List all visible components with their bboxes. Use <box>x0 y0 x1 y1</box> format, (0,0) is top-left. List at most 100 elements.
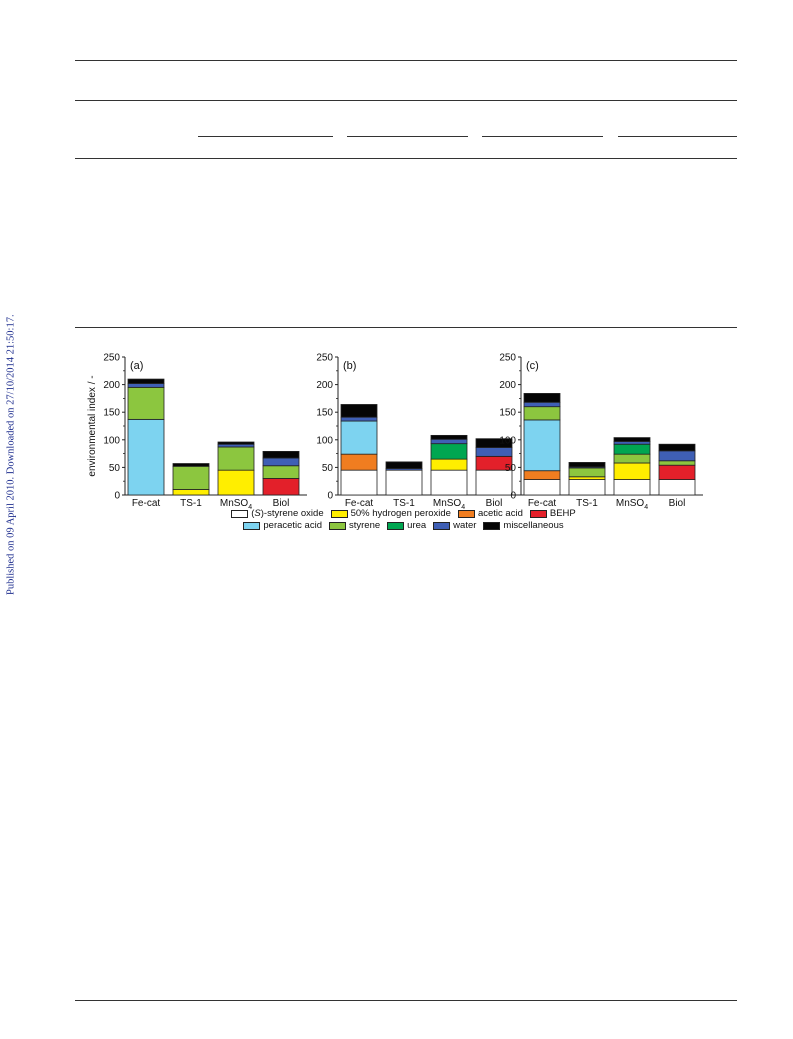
legend-item-behp: BEHP <box>529 508 576 519</box>
bar-segment-water <box>430 438 468 445</box>
legend-swatch <box>330 509 348 518</box>
x-tick-label: Fe-cat <box>528 498 557 509</box>
bar-segment-water <box>658 450 696 462</box>
y-tick-label: 100 <box>316 435 333 446</box>
bar-segment-styrene <box>217 446 255 471</box>
y-tick-label: 50 <box>109 463 121 474</box>
bar-segment-water <box>127 383 165 388</box>
legend-item-acetic_acid: acetic acid <box>457 508 523 519</box>
legend-swatch <box>457 509 475 518</box>
legend-label: (S)-styrene oxide <box>251 508 324 519</box>
bar-segment-misc <box>568 462 606 468</box>
y-tick-label: 150 <box>316 408 333 419</box>
legend-swatch <box>387 521 405 530</box>
bar-segment-styrene_oxide <box>658 479 696 496</box>
table-top-rule <box>75 60 737 61</box>
bar-segment-water <box>523 401 561 408</box>
page-footer-rule <box>75 1000 737 1001</box>
legend-swatch <box>243 521 261 530</box>
bar-segment-h2o2 <box>430 458 468 471</box>
bar-segment-styrene <box>172 465 210 490</box>
panel-label: (a) <box>130 360 143 372</box>
bar-segment-h2o2 <box>613 462 651 480</box>
bar-segment-misc <box>262 450 300 459</box>
legend-swatch <box>483 521 501 530</box>
x-tick-label: MnSO4 <box>433 498 465 510</box>
legend-label: acetic acid <box>477 508 523 519</box>
legend-item-peracetic_acid: peracetic acid <box>243 520 322 531</box>
bar-segment-styrene_oxide <box>430 469 468 496</box>
panel-label: (b) <box>343 360 356 372</box>
x-tick-label: MnSO4 <box>220 498 252 510</box>
y-tick-label: 0 <box>327 491 333 502</box>
legend-row: peracetic acid styrene urea water miscellane… <box>225 520 585 531</box>
bar-segment-styrene <box>127 386 165 420</box>
y-tick-label: 0 <box>510 491 516 502</box>
bar-segment-water <box>475 447 513 457</box>
bar-segment-misc <box>127 378 165 384</box>
bar-segment-misc <box>385 461 423 469</box>
bar-segment-urea <box>430 443 468 460</box>
y-tick-label: 200 <box>316 380 333 391</box>
legend-item-urea: urea <box>387 520 426 531</box>
table-subheader-rule-3 <box>482 136 603 137</box>
y-tick-label: 100 <box>103 435 120 446</box>
x-tick-label: Fe-cat <box>132 498 161 509</box>
bar-segment-styrene <box>523 406 561 421</box>
y-tick-label: 50 <box>322 463 334 474</box>
bar-segment-water <box>613 441 651 445</box>
bar-segment-h2o2 <box>217 469 255 496</box>
y-tick-label: 50 <box>505 463 517 474</box>
bar-segment-water <box>340 416 378 422</box>
bar-segment-water <box>262 457 300 467</box>
table-bottom-rule <box>75 327 737 328</box>
bar-segment-behp <box>262 478 300 496</box>
bar-segment-misc <box>523 393 561 403</box>
bar-segment-peracetic_acid <box>127 418 165 496</box>
x-tick-label: TS-1 <box>576 498 598 509</box>
x-tick-label: Biol <box>486 498 503 509</box>
legend-swatch <box>329 521 346 530</box>
bar-segment-water <box>217 443 255 448</box>
stacked-bar-charts: 0 50 100 150 200 250 (a) environmental index / … <box>87 353 703 510</box>
bar-segment-styrene_oxide <box>385 469 423 496</box>
bar-segment-acetic_acid <box>340 453 378 471</box>
figure-environmental-index: 0 50 100 150 200 250 (a) environmental index / … <box>75 345 755 510</box>
bar-segment-misc <box>340 404 378 418</box>
download-watermark: Published on 09 April 2010. Downloaded o… <box>5 314 17 595</box>
bar-segment-misc <box>172 463 210 467</box>
legend-item-styrene_oxide: (S)-styrene oxide <box>231 508 324 519</box>
chart-panel-2: 0 50 100 150 200 250 (b) Fe-cat TS-1 MnSO4 Biol <box>316 353 520 510</box>
y-tick-label: 150 <box>103 408 120 419</box>
legend-row: (S)-styrene oxide 50% hydrogen peroxide ac… <box>225 508 585 519</box>
bar-segment-h2o2 <box>568 476 606 480</box>
legend-swatch <box>231 509 249 518</box>
legend-label: BEHP <box>549 508 576 519</box>
chart-panel-3: 0 50 100 150 200 250 (c) Fe-cat TS-1 MnSO4 Biol <box>499 353 703 510</box>
y-tick-label: 200 <box>499 380 516 391</box>
legend-label: urea <box>407 520 427 531</box>
bar-segment-styrene_oxide <box>613 479 651 496</box>
legend-label: water <box>453 520 477 531</box>
bar-segment-misc <box>217 441 255 445</box>
y-tick-label: 150 <box>499 408 516 419</box>
legend-item-styrene: styrene <box>329 520 380 531</box>
bar-segment-acetic_acid <box>523 470 561 480</box>
legend-label: styrene <box>349 520 381 531</box>
bar-segment-h2o2 <box>172 489 210 496</box>
bar-segment-styrene <box>262 465 300 479</box>
bar-segment-styrene_oxide <box>340 469 378 496</box>
bar-segment-urea <box>613 443 651 455</box>
x-tick-label: TS-1 <box>393 498 415 509</box>
bar-segment-misc <box>658 443 696 452</box>
table-subheader-rule-4 <box>618 136 737 137</box>
y-tick-label: 200 <box>103 380 120 391</box>
table-subheader-rule-1 <box>198 136 333 137</box>
legend-item-h2o2: 50% hydrogen peroxide <box>330 508 451 519</box>
bar-segment-styrene <box>658 460 696 466</box>
y-tick-label: 250 <box>316 353 333 364</box>
y-tick-label: 250 <box>103 353 120 364</box>
bar-segment-misc <box>475 438 513 448</box>
table-subheader-rule-2 <box>347 136 468 137</box>
y-tick-label: 250 <box>499 353 516 364</box>
